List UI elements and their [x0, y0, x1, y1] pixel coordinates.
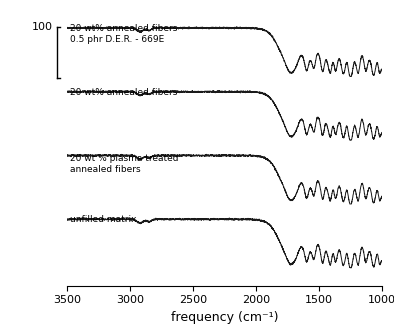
Text: 20 wt % plasma treated
annealed fibers: 20 wt % plasma treated annealed fibers	[69, 154, 178, 174]
Text: unfilled matrix: unfilled matrix	[69, 215, 136, 224]
Text: 20 wt% annealed fibers: 20 wt% annealed fibers	[69, 88, 177, 97]
X-axis label: frequency (cm⁻¹): frequency (cm⁻¹)	[171, 311, 278, 324]
Text: 100: 100	[32, 22, 53, 32]
Text: 20 wt% annealed fibers
0.5 phr D.E.R. - 669E: 20 wt% annealed fibers 0.5 phr D.E.R. - …	[69, 24, 177, 43]
